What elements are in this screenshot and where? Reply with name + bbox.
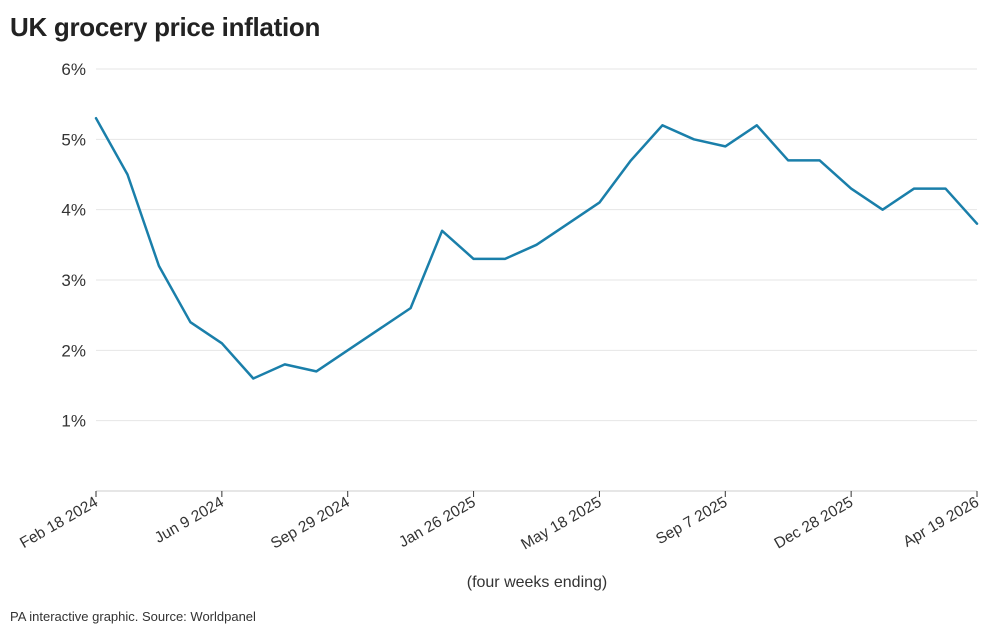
y-tick-label: 4% [61, 201, 86, 220]
source-note: PA interactive graphic. Source: Worldpan… [10, 609, 256, 624]
x-tick-label: Apr 19 2026 [900, 494, 982, 551]
x-axis-label: (four weeks ending) [467, 574, 608, 591]
y-tick-label: 2% [61, 341, 86, 360]
y-tick-label: 5% [61, 130, 86, 149]
x-axis: Feb 18 2024 Jun 9 2024 Sep 29 2024 Jan 26 2… [17, 490, 982, 554]
x-tick-label: Sep 7 2025 [653, 494, 730, 548]
y-tick-label: 6% [61, 60, 86, 79]
x-tick-label: Jun 9 2024 [152, 494, 227, 547]
y-tick-label: 3% [61, 271, 86, 290]
x-tick-label: Dec 28 2025 [772, 494, 857, 553]
x-tick-label: May 18 2025 [518, 494, 604, 554]
gridlines [96, 68, 977, 422]
x-tick-label: Feb 18 2024 [17, 494, 101, 552]
y-tick-label: 1% [61, 412, 86, 431]
x-tick-label: Sep 29 2024 [268, 494, 353, 553]
chart-title: UK grocery price inflation [10, 12, 321, 42]
series-layer [94, 116, 979, 380]
y-axis-ticks: 1% 2% 3% 4% 5% 6% [61, 60, 86, 431]
x-tick-label: Jan 26 2025 [396, 494, 478, 551]
series-line [94, 116, 979, 380]
